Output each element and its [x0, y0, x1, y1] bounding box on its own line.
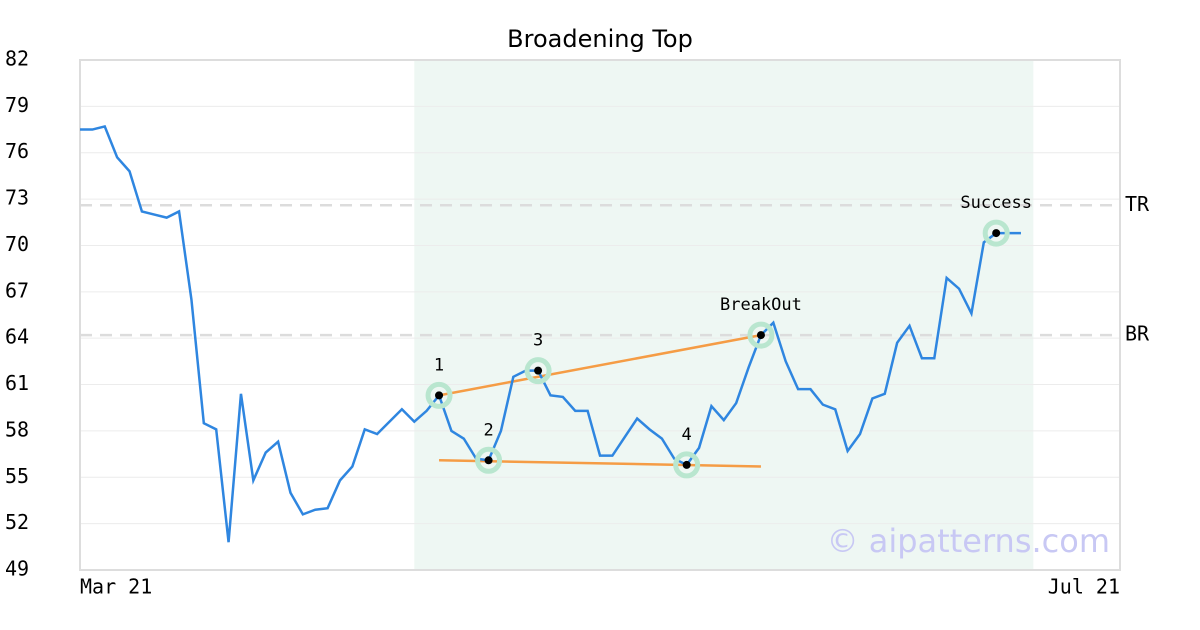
plot-frame [79, 59, 1121, 571]
pattern-point-label: BreakOut [720, 295, 802, 315]
pattern-point [484, 456, 493, 465]
pattern-point-label: 4 [682, 425, 692, 445]
pattern-point [992, 229, 1001, 238]
pattern-region [414, 60, 1034, 570]
pattern-point-halo [982, 219, 1010, 247]
pattern-point-halo [747, 321, 775, 349]
pattern-point-halo [425, 381, 453, 409]
pattern-point-label: 2 [483, 420, 493, 440]
pattern-point-halo [673, 451, 701, 479]
y-tick-label: 55 [5, 464, 29, 488]
y-tick-label: 79 [5, 93, 29, 117]
pattern-point-label: 1 [434, 355, 444, 375]
watermark: © aipatterns.com [827, 522, 1110, 560]
y-tick-label: 58 [5, 417, 29, 441]
pattern-point-label: 3 [533, 331, 543, 351]
y-tick-label: 76 [5, 139, 29, 163]
x-tick-label: Jul 21 [1048, 575, 1120, 599]
pattern-point-halo [524, 357, 552, 385]
y-tick-label: 82 [5, 47, 29, 71]
level-label: TR [1125, 192, 1150, 216]
pattern-point [756, 331, 765, 340]
pattern-point [682, 460, 691, 469]
trend-line [438, 333, 762, 397]
y-tick-label: 70 [5, 232, 29, 256]
y-tick-label: 67 [5, 278, 29, 302]
pattern-point [534, 366, 543, 375]
x-tick-label: Mar 21 [80, 575, 152, 599]
pattern-point-halo [475, 446, 503, 474]
y-tick-label: 49 [5, 557, 29, 581]
y-tick-label: 64 [5, 325, 29, 349]
level-label: BR [1125, 322, 1150, 346]
y-tick-label: 73 [5, 186, 29, 210]
price-line [80, 124, 1021, 543]
trend-line [439, 459, 761, 468]
y-tick-label: 52 [5, 510, 29, 534]
pattern-point [435, 391, 444, 400]
pattern-point-label: Success [960, 193, 1032, 213]
chart-title: Broadening Top [507, 25, 693, 53]
y-tick-label: 61 [5, 371, 29, 395]
